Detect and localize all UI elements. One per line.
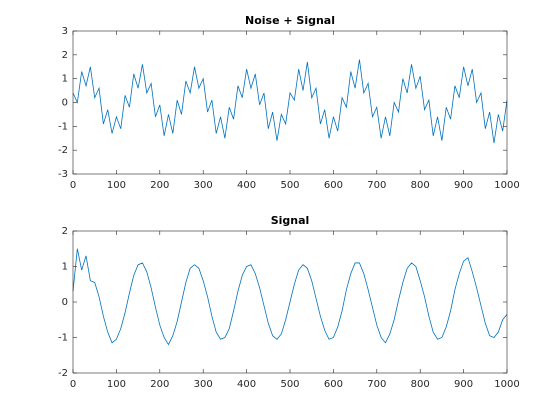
x-tick-label: 300 — [194, 180, 213, 191]
y-tick-label: -1 — [58, 333, 68, 344]
y-tick-label: -2 — [58, 145, 68, 156]
y-tick-label: 2 — [62, 50, 68, 61]
axes-background — [73, 31, 507, 174]
x-tick-label: 900 — [454, 379, 473, 390]
x-tick-label: 100 — [107, 379, 126, 390]
x-tick-label: 300 — [194, 379, 213, 390]
x-tick-label: 1000 — [494, 180, 519, 191]
y-tick-label: 2 — [62, 226, 68, 237]
y-tick-label: -2 — [58, 368, 68, 379]
x-tick-label: 400 — [237, 180, 256, 191]
x-tick-label: 700 — [367, 379, 386, 390]
chart-title: Noise + Signal — [245, 14, 335, 27]
x-tick-label: 800 — [411, 180, 430, 191]
x-tick-label: 100 — [107, 180, 126, 191]
y-tick-label: 3 — [62, 26, 68, 37]
x-tick-label: 800 — [411, 379, 430, 390]
y-tick-label: 0 — [62, 297, 68, 308]
x-tick-label: 0 — [70, 379, 76, 390]
data-line — [72, 59, 508, 144]
x-tick-label: 500 — [280, 180, 299, 191]
y-tick-label: -3 — [58, 169, 68, 180]
x-tick-label: 500 — [280, 379, 299, 390]
y-tick-label: 1 — [62, 262, 68, 273]
x-tick-label: 600 — [324, 180, 343, 191]
x-tick-label: 400 — [237, 379, 256, 390]
y-tick-label: -1 — [58, 121, 68, 132]
x-tick-label: 900 — [454, 180, 473, 191]
x-tick-label: 200 — [150, 379, 169, 390]
x-tick-label: 0 — [70, 180, 76, 191]
x-tick-label: 700 — [367, 180, 386, 191]
y-tick-label: 1 — [62, 74, 68, 85]
x-tick-label: 1000 — [494, 379, 519, 390]
data-line — [72, 248, 508, 346]
x-tick-label: 200 — [150, 180, 169, 191]
y-tick-label: 0 — [62, 98, 68, 109]
x-tick-label: 600 — [324, 379, 343, 390]
chart-title: Signal — [271, 214, 310, 227]
